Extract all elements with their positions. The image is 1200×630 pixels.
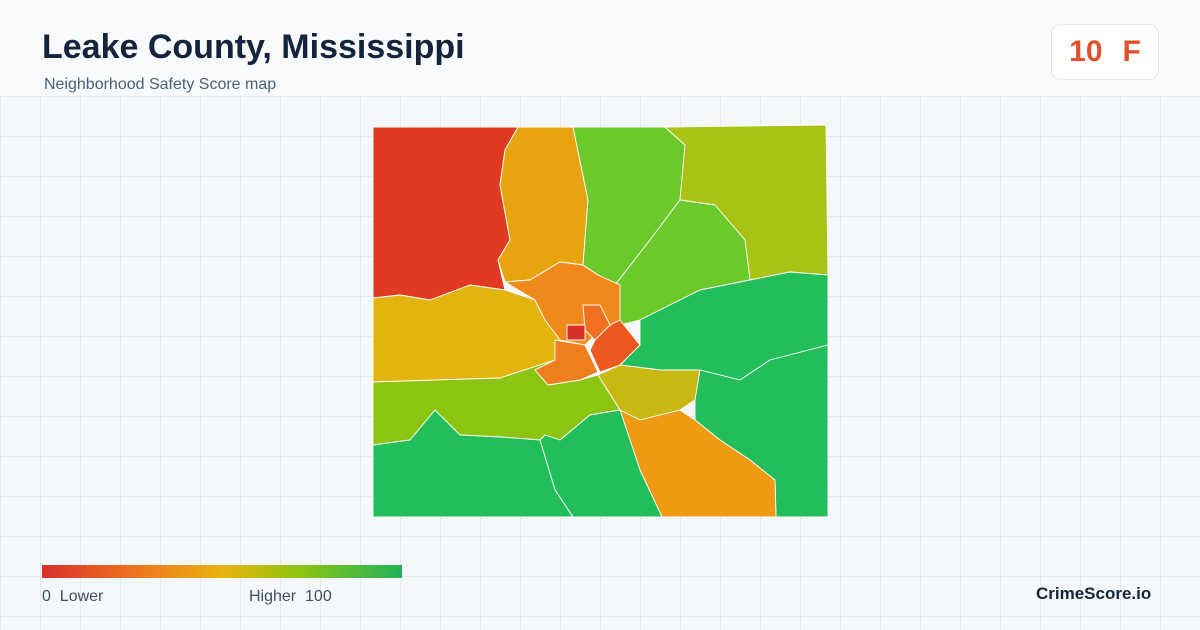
legend-max-label: Higher (249, 588, 297, 605)
region (566, 324, 586, 341)
region (534, 339, 599, 386)
brand: CrimeScore.io (1036, 584, 1152, 603)
score-grade: F (1122, 35, 1141, 68)
legend-min: 0 Lower (42, 588, 103, 606)
score-value: 10 (1069, 35, 1103, 68)
score-badge: 10 F (1051, 24, 1159, 80)
region (372, 409, 574, 518)
legend-max: Higher 100 (249, 588, 332, 606)
subtitle: Neighborhood Safety Score map (44, 76, 277, 93)
legend-gradient (42, 565, 402, 578)
legend-max-value: 100 (305, 588, 332, 605)
region (497, 126, 589, 283)
legend-min-value: 0 (42, 588, 51, 605)
header: Leake County, Mississippi Neighborhood S… (0, 0, 1200, 97)
region (539, 409, 663, 518)
title: Leake County, Mississippi (42, 28, 465, 66)
legend-min-label: Lower (59, 588, 104, 605)
region (372, 126, 519, 301)
